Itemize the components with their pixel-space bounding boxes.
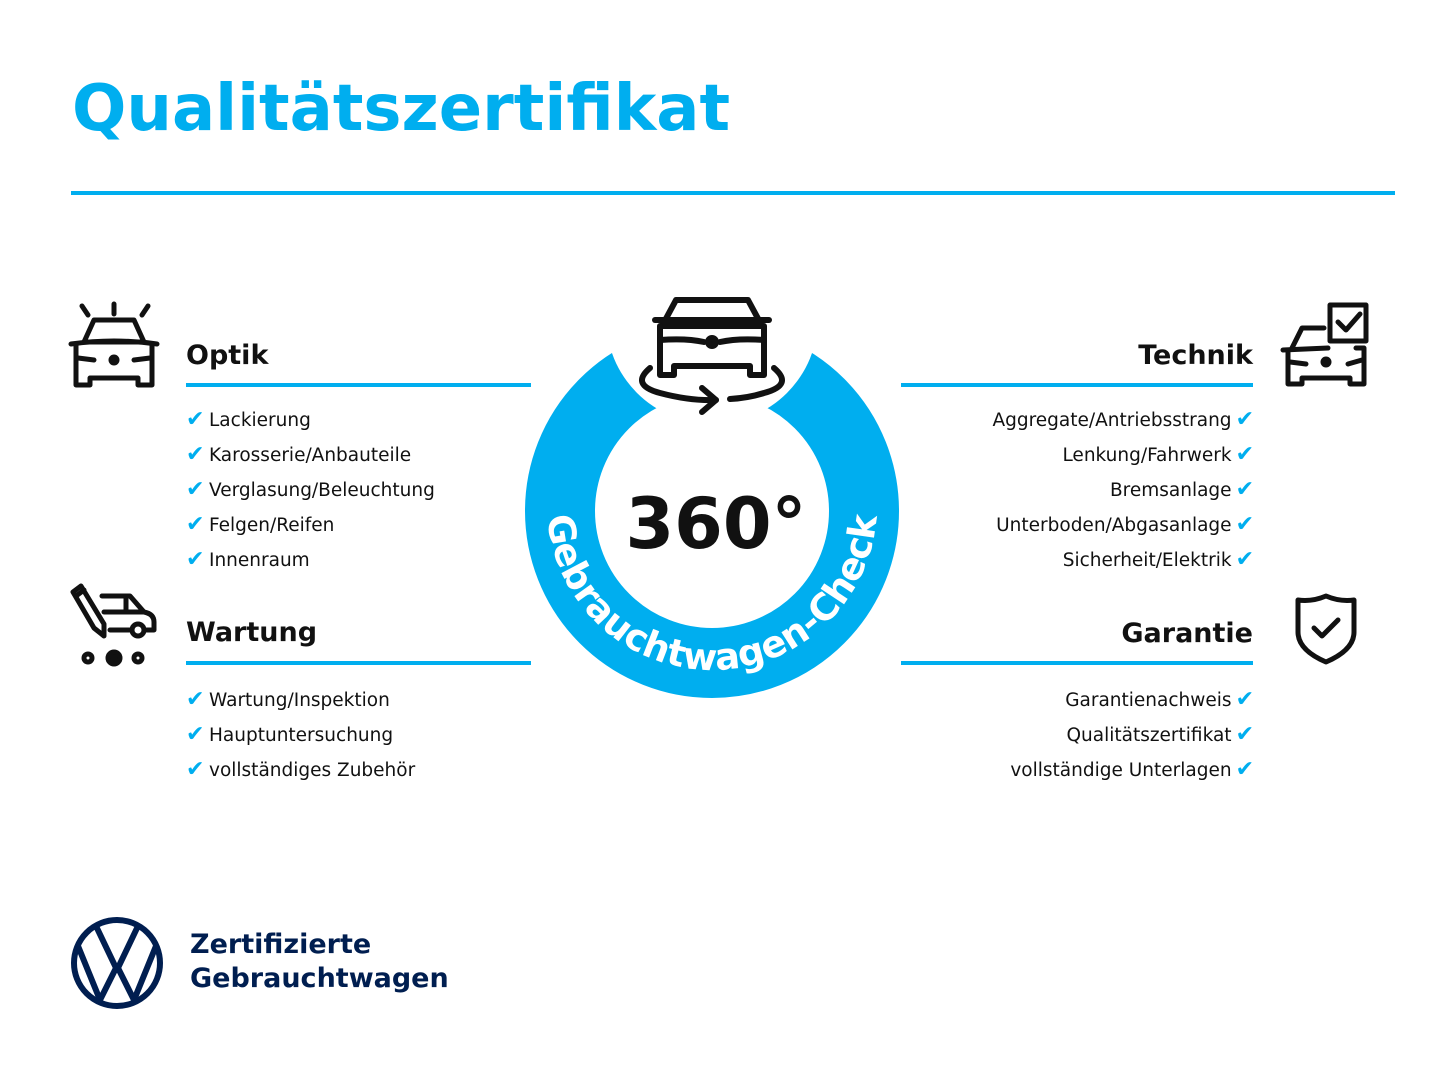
check-icon: ✔: [1235, 512, 1254, 537]
wartung-heading: Wartung: [186, 617, 318, 648]
list-item: Unterboden/Abgasanlage ✔: [901, 508, 1254, 543]
list-item: ✔ vollständiges Zubehör: [186, 753, 415, 788]
car-shine-icon: [68, 301, 160, 388]
title-divider: [71, 191, 1395, 195]
check-icon: ✔: [1235, 442, 1254, 467]
check-icon: ✔: [1235, 757, 1254, 782]
list-item: ✔ Wartung/Inspektion: [186, 683, 415, 718]
garantie-heading: Garantie: [1121, 618, 1253, 649]
360-degree-label: 360°: [625, 483, 806, 565]
list-item: ✔ Innenraum: [186, 543, 435, 578]
list-item: ✔ Hauptuntersuchung: [186, 718, 415, 753]
check-icon: ✔: [1235, 687, 1254, 712]
brand-line-1: Zertifizierte: [190, 929, 372, 960]
list-item: ✔ Felgen/Reifen: [186, 508, 435, 543]
check-icon: ✔: [186, 407, 205, 432]
technik-list: Aggregate/Antriebsstrang ✔ Lenkung/Fahrwe…: [901, 403, 1254, 578]
garantie-divider: [901, 661, 1253, 665]
technik-divider: [901, 383, 1253, 387]
check-icon: ✔: [1235, 407, 1254, 432]
wartung-list: ✔ Wartung/Inspektion ✔ Hauptuntersuchung ✔…: [186, 683, 415, 788]
check-icon: ✔: [186, 547, 205, 572]
check-icon: ✔: [1235, 477, 1254, 502]
vw-logo: [71, 917, 163, 1009]
list-item: Bremsanlage ✔: [901, 473, 1254, 508]
car-rotate-360-icon: [639, 297, 785, 415]
page-title: Qualitätszertifikat: [72, 72, 731, 146]
optik-list: ✔ Lackierung ✔ Karosserie/Anbauteile ✔ Verg…: [186, 403, 435, 578]
list-item: vollständige Unterlagen ✔: [901, 753, 1254, 788]
car-checklist-icon: [1280, 302, 1369, 387]
list-item: Aggregate/Antriebsstrang ✔: [901, 403, 1254, 438]
check-icon: ✔: [186, 722, 205, 747]
check-icon: ✔: [186, 477, 205, 502]
check-icon: ✔: [186, 442, 205, 467]
check-icon: ✔: [1235, 547, 1254, 572]
list-item: Qualitätszertifikat ✔: [901, 718, 1254, 753]
list-item: ✔ Lackierung: [186, 403, 435, 438]
technik-heading: Technik: [1138, 340, 1253, 371]
garantie-list: Garantienachweis ✔ Qualitätszertifikat ✔ v…: [901, 683, 1254, 788]
optik-heading: Optik: [186, 340, 269, 371]
shield-check-icon: [1295, 593, 1357, 665]
list-item: ✔ Verglasung/Beleuchtung: [186, 473, 435, 508]
check-icon: ✔: [186, 512, 205, 537]
list-item: Lenkung/Fahrwerk ✔: [901, 438, 1254, 473]
list-item: ✔ Karosserie/Anbauteile: [186, 438, 435, 473]
list-item: Garantienachweis ✔: [901, 683, 1254, 718]
brand-text: Zertifizierte Gebrauchtwagen: [190, 928, 449, 996]
list-item: Sicherheit/Elektrik ✔: [901, 543, 1254, 578]
check-icon: ✔: [186, 757, 205, 782]
optik-divider: [186, 383, 531, 387]
ring-cutout: [606, 280, 818, 424]
gebrauchtwagen-check-badge: 360° Gebrauchtwagen-Check: [525, 280, 899, 698]
wartung-divider: [186, 661, 531, 665]
check-icon: ✔: [186, 687, 205, 712]
service-van-pencil-icon: [70, 583, 157, 667]
check-icon: ✔: [1235, 722, 1254, 747]
brand-line-2: Gebrauchtwagen: [190, 963, 449, 994]
